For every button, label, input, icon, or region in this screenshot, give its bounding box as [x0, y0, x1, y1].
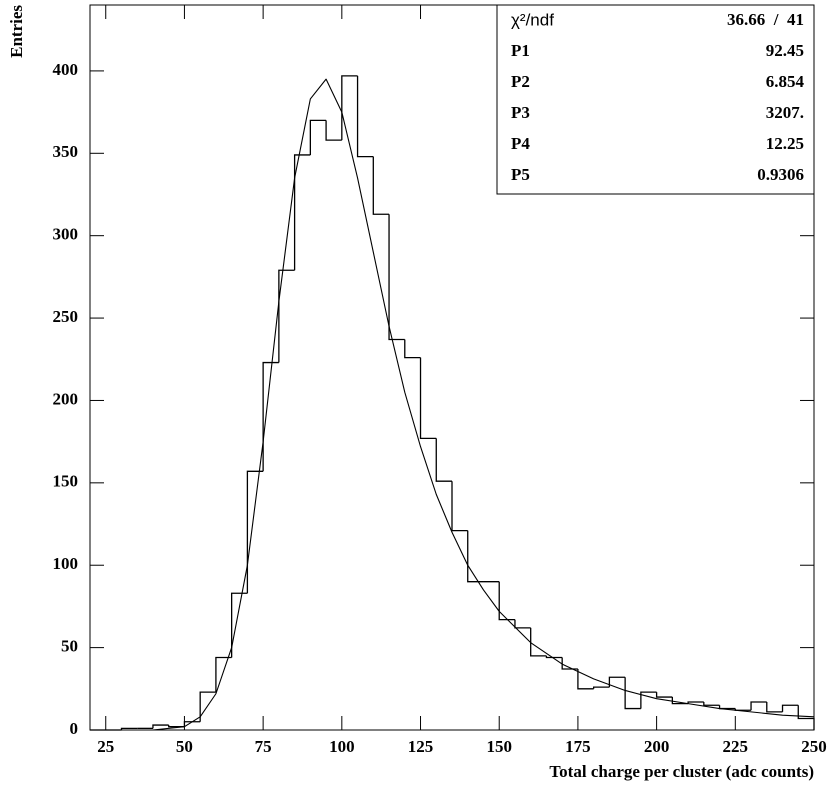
x-tick-label: 25: [97, 737, 114, 756]
x-tick-label: 125: [408, 737, 434, 756]
histogram-bin: [419, 357, 437, 440]
histogram-bin: [624, 677, 641, 710]
histogram-bin: [246, 470, 264, 594]
x-tick-label: 175: [565, 737, 591, 756]
stats-value: 6.854: [766, 72, 805, 91]
x-tick-label: 150: [486, 737, 512, 756]
histogram-bin: [655, 692, 673, 698]
histogram-bin: [120, 727, 138, 730]
x-axis-title: Total charge per cluster (adc counts): [549, 762, 814, 781]
histogram-bin: [593, 686, 610, 689]
stats-label: P5: [511, 165, 530, 184]
x-tick-label: 75: [255, 737, 272, 756]
histogram-bin: [781, 704, 799, 712]
histogram-bin: [435, 438, 452, 482]
histogram-bin: [152, 724, 169, 729]
histogram-bin: [467, 530, 484, 583]
histogram-bin: [231, 592, 248, 658]
histogram-bin: [514, 619, 531, 629]
histogram-bin: [545, 655, 563, 659]
stats-label: P3: [511, 103, 530, 122]
histogram-bin: [577, 669, 594, 690]
y-tick-label: 150: [53, 472, 79, 491]
histogram-bin: [215, 656, 232, 693]
plot-frame: [89, 4, 815, 731]
histogram-bin: [325, 120, 342, 141]
y-axis-title: Entries: [7, 5, 26, 58]
stats-box: [496, 4, 815, 195]
histogram-bin: [278, 269, 295, 363]
histogram-bin: [309, 119, 327, 155]
stats-value: 36.66 / 41: [727, 10, 804, 29]
stats-value: 0.9306: [757, 165, 804, 184]
fit-curve: [152, 78, 815, 731]
histogram-bin: [451, 481, 468, 532]
y-tick-label: 0: [70, 719, 79, 738]
histogram-bin: [404, 339, 421, 359]
histogram-bin: [341, 75, 358, 141]
stats-label: P1: [511, 41, 530, 60]
histogram-bin: [498, 581, 515, 621]
x-tick-label: 225: [723, 737, 749, 756]
histogram-bin: [262, 361, 279, 472]
histogram-bin: [293, 154, 311, 271]
histogram-bin: [608, 676, 626, 688]
x-tick-label: 250: [801, 737, 827, 756]
histogram-bin: [718, 705, 736, 710]
stats-value: 3207.: [766, 103, 804, 122]
y-tick-label: 250: [53, 307, 79, 326]
stats-value: 92.45: [766, 41, 804, 60]
x-tick-label: 200: [644, 737, 670, 756]
histogram-bin: [797, 705, 815, 730]
histogram-bin: [766, 701, 783, 713]
histogram-bin: [356, 75, 374, 158]
y-tick-label: 200: [53, 389, 79, 408]
x-tick-label: 50: [176, 737, 193, 756]
stats-label: χ²/ndf: [511, 10, 554, 29]
histogram-bin: [199, 691, 216, 722]
histogram-bin: [703, 701, 720, 706]
histogram-bin: [687, 701, 704, 704]
stats-label: P4: [511, 134, 530, 153]
stats-value: 12.25: [766, 134, 804, 153]
histogram-bin: [388, 214, 405, 341]
histogram-bin: [183, 721, 201, 727]
histogram-bin: [750, 701, 767, 711]
histogram-bin: [640, 691, 657, 709]
stats-label: P2: [511, 72, 530, 91]
histogram-bin: [671, 697, 689, 705]
histogram-bin: [530, 627, 547, 657]
y-tick-label: 300: [53, 225, 79, 244]
y-tick-label: 350: [53, 142, 79, 161]
histogram-bin: [372, 156, 390, 215]
y-tick-label: 50: [61, 637, 78, 656]
y-tick-label: 100: [53, 554, 79, 573]
y-tick-label: 400: [53, 60, 79, 79]
x-tick-label: 100: [329, 737, 355, 756]
